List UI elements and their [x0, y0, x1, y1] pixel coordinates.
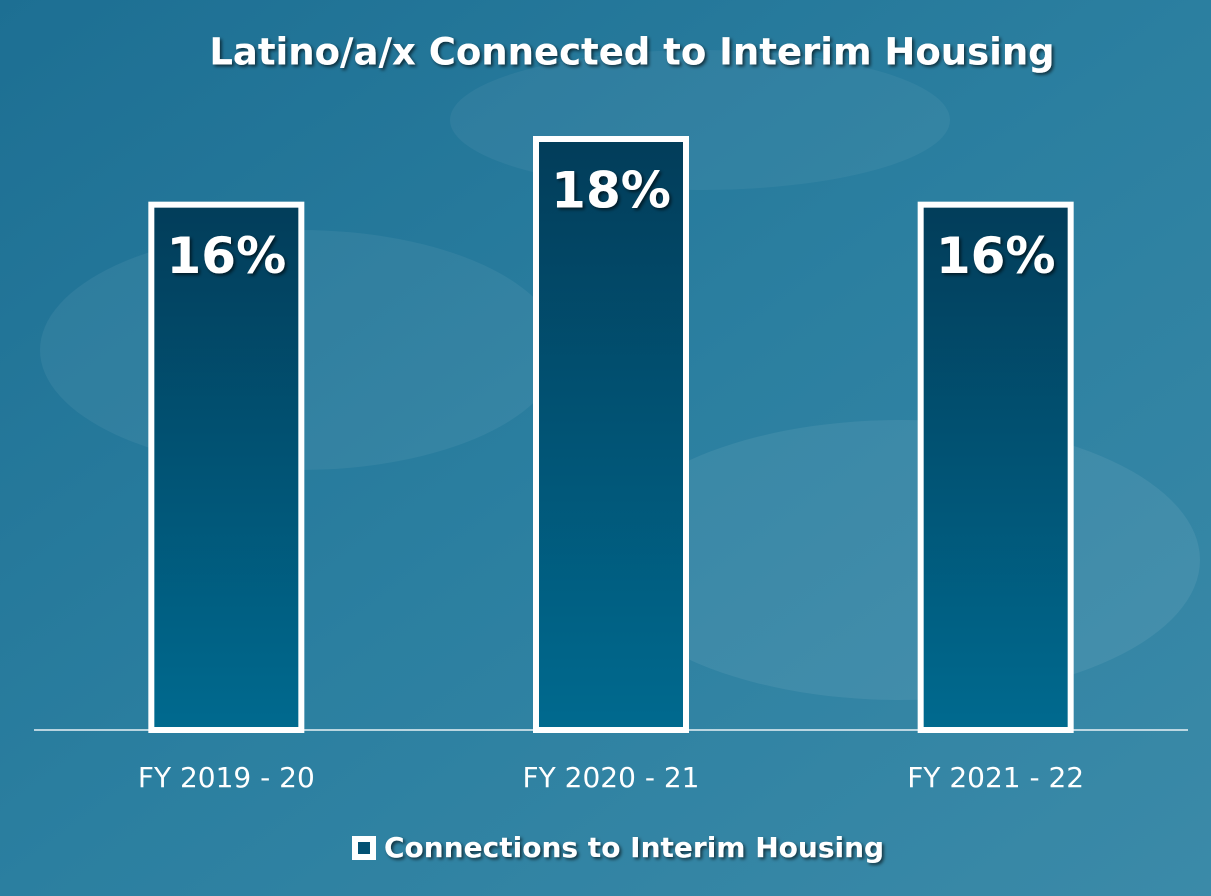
x-tick-label: FY 2020 - 21 [523, 761, 700, 794]
x-tick-label: FY 2019 - 20 [138, 761, 315, 794]
chart: Latino/a/x Connected to Interim Housing … [0, 0, 1211, 896]
texture [600, 420, 1200, 700]
value-label: 16% [936, 227, 1056, 285]
legend-label: Connections to Interim Housing [384, 831, 884, 864]
bar [536, 139, 686, 730]
page: Latino/a/x Connected to Interim Housing … [0, 0, 1211, 896]
x-tick-label: FY 2021 - 22 [907, 761, 1084, 794]
value-label: 16% [166, 227, 286, 285]
legend-marker-inner [358, 842, 370, 854]
value-label: 18% [551, 162, 671, 220]
chart-title: Latino/a/x Connected to Interim Housing [209, 31, 1054, 74]
